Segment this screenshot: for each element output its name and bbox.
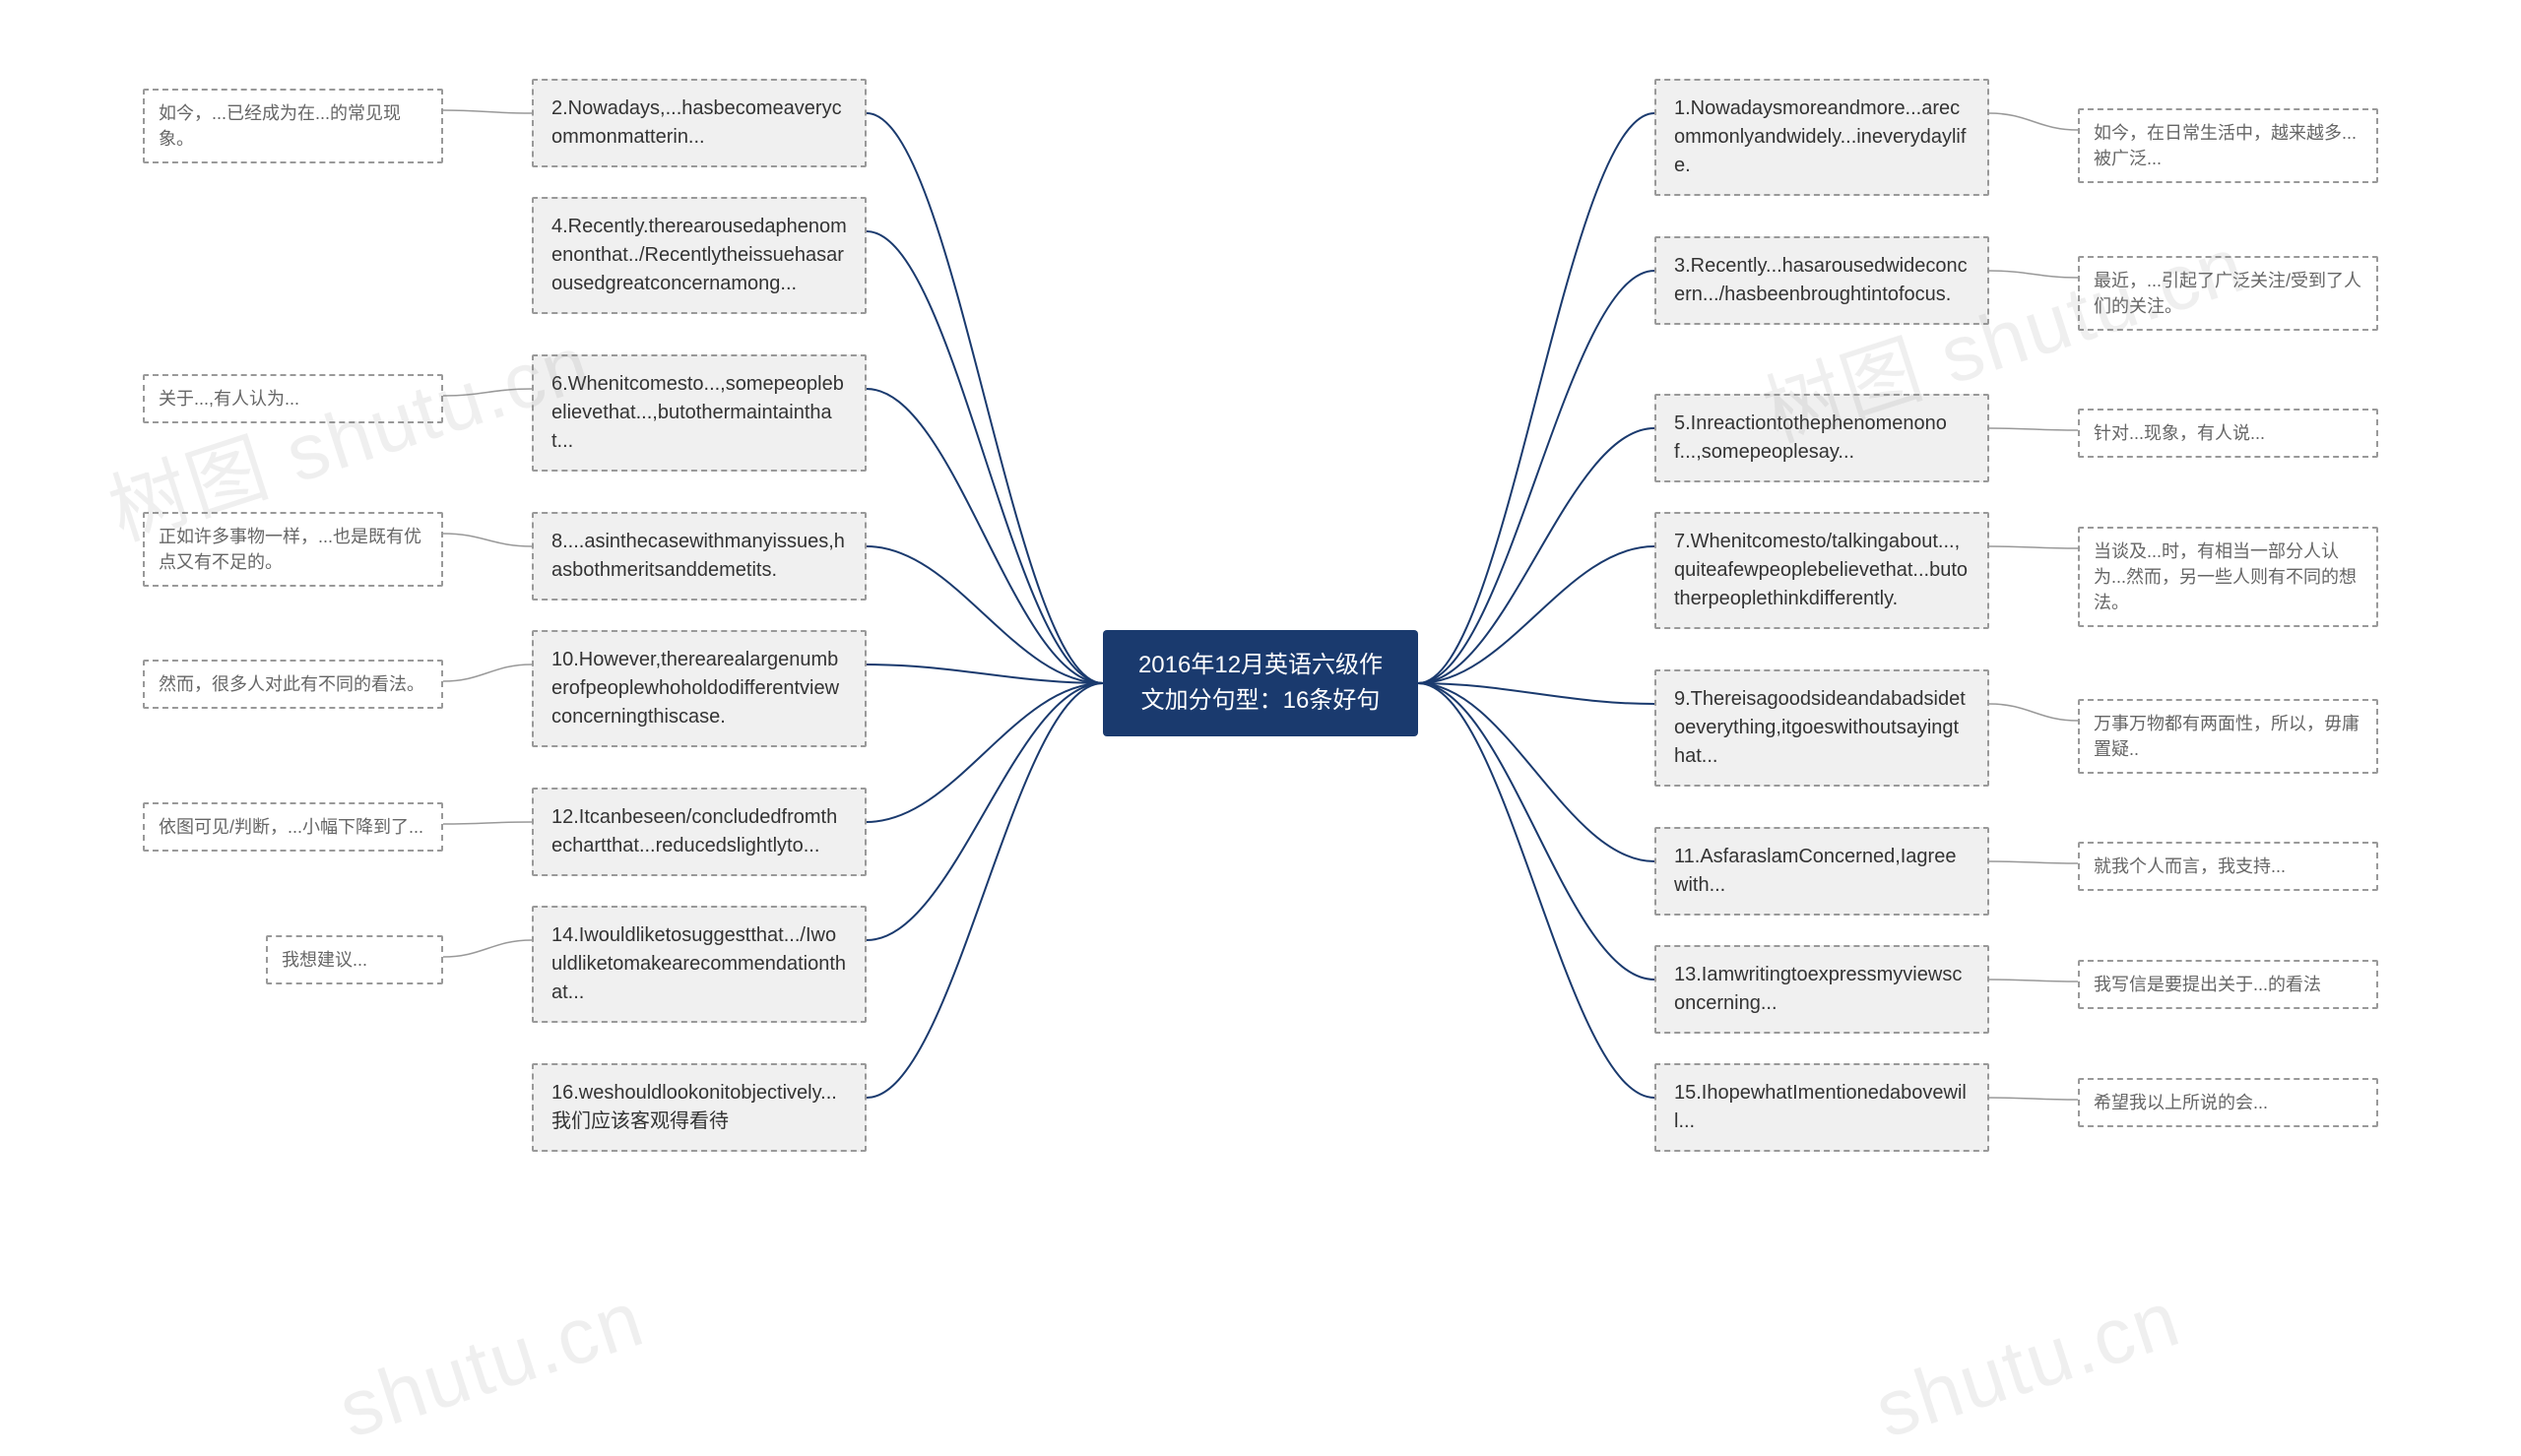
main-node-right: 11.AsfaraslamConcerned,Iagreewith... xyxy=(1654,827,1989,916)
main-node-right: 15.IhopewhatImentionedabovewill... xyxy=(1654,1063,1989,1152)
leaf-node-right: 最近，...引起了广泛关注/受到了人们的关注。 xyxy=(2078,256,2378,331)
main-node-left: 4.Recently.therearousedaphenomenonthat..… xyxy=(532,197,867,314)
main-node-right: 13.Iamwritingtoexpressmyviewsconcerning.… xyxy=(1654,945,1989,1034)
leaf-node-right: 我写信是要提出关于...的看法 xyxy=(2078,960,2378,1009)
leaf-node-left: 正如许多事物一样，...也是既有优点又有不足的。 xyxy=(143,512,443,587)
main-node-left: 8....asinthecasewithmanyissues,hasbothme… xyxy=(532,512,867,601)
main-node-left: 14.Iwouldliketosuggestthat.../Iwouldlike… xyxy=(532,906,867,1023)
center-text: 2016年12月英语六级作文加分句型：16条好句 xyxy=(1138,652,1383,714)
center-node: 2016年12月英语六级作文加分句型：16条好句 xyxy=(1103,630,1418,736)
leaf-node-left: 然而，很多人对此有不同的看法。 xyxy=(143,660,443,709)
watermark: shutu.cn xyxy=(329,1273,655,1456)
leaf-node-left: 如今，...已经成为在...的常见现象。 xyxy=(143,89,443,163)
leaf-node-right: 针对...现象，有人说... xyxy=(2078,409,2378,458)
main-node-left: 16.weshouldlookonitobjectively...我们应该客观得… xyxy=(532,1063,867,1152)
leaf-node-left: 依图可见/判断，...小幅下降到了... xyxy=(143,802,443,852)
main-node-right: 9.Thereisagoodsideandabadsidetoeverythin… xyxy=(1654,669,1989,787)
leaf-node-right: 万事万物都有两面性，所以，毋庸置疑.. xyxy=(2078,699,2378,774)
main-node-right: 7.Whenitcomesto/talkingabout...,quiteafe… xyxy=(1654,512,1989,629)
leaf-node-right: 如今，在日常生活中，越来越多...被广泛... xyxy=(2078,108,2378,183)
leaf-node-right: 就我个人而言，我支持... xyxy=(2078,842,2378,891)
watermark: shutu.cn xyxy=(1865,1273,2191,1456)
main-node-right: 5.Inreactiontothephenomenonof...,somepeo… xyxy=(1654,394,1989,482)
main-node-right: 1.Nowadaysmoreandmore...arecommonlyandwi… xyxy=(1654,79,1989,196)
main-node-left: 6.Whenitcomesto...,somepeoplebelievethat… xyxy=(532,354,867,472)
leaf-node-left: 我想建议... xyxy=(266,935,443,984)
leaf-node-left: 关于...,有人认为... xyxy=(143,374,443,423)
main-node-right: 3.Recently...hasarousedwideconcern.../ha… xyxy=(1654,236,1989,325)
leaf-node-right: 当谈及...时，有相当一部分人认为...然而，另一些人则有不同的想法。 xyxy=(2078,527,2378,627)
main-node-left: 2.Nowadays,...hasbecomeaverycommonmatter… xyxy=(532,79,867,167)
main-node-left: 12.Itcanbeseen/concludedfromthechartthat… xyxy=(532,788,867,876)
main-node-left: 10.However,therearealargenumberofpeoplew… xyxy=(532,630,867,747)
leaf-node-right: 希望我以上所说的会... xyxy=(2078,1078,2378,1127)
